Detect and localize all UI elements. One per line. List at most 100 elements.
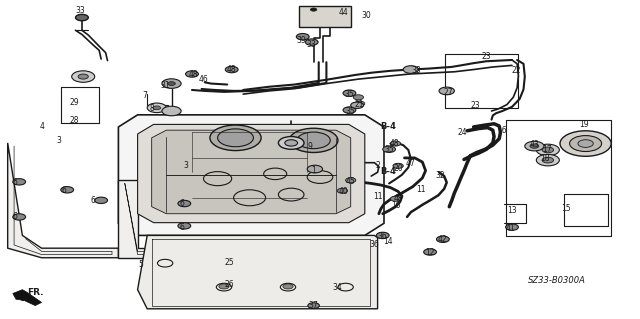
Text: 28: 28 <box>70 116 79 125</box>
Circle shape <box>578 140 593 147</box>
Circle shape <box>13 214 26 220</box>
Circle shape <box>351 102 364 108</box>
Circle shape <box>530 144 539 148</box>
Text: SZ33-B0300A: SZ33-B0300A <box>528 276 586 285</box>
Text: 25: 25 <box>224 258 234 267</box>
Text: 11: 11 <box>417 185 426 194</box>
Text: 39: 39 <box>296 36 307 45</box>
Circle shape <box>76 14 88 21</box>
Circle shape <box>525 141 544 151</box>
Text: 6: 6 <box>61 186 67 195</box>
Text: 17: 17 <box>542 145 552 154</box>
Text: 48: 48 <box>227 65 237 74</box>
Text: 48: 48 <box>188 70 198 78</box>
Circle shape <box>305 39 318 45</box>
Text: 6: 6 <box>12 212 17 221</box>
Text: 13: 13 <box>507 206 517 215</box>
Circle shape <box>542 147 554 153</box>
Text: 19: 19 <box>579 120 589 129</box>
Circle shape <box>283 284 293 289</box>
Circle shape <box>178 200 191 207</box>
Circle shape <box>147 103 166 113</box>
Circle shape <box>536 154 559 166</box>
Circle shape <box>343 107 356 113</box>
Text: 11: 11 <box>373 192 382 201</box>
Text: B-4: B-4 <box>381 122 396 130</box>
Circle shape <box>225 66 238 73</box>
Text: 3: 3 <box>56 136 61 145</box>
Circle shape <box>390 141 401 146</box>
Text: 6: 6 <box>180 223 185 232</box>
Circle shape <box>424 249 436 255</box>
Circle shape <box>536 144 559 156</box>
Circle shape <box>153 106 161 110</box>
Text: 1: 1 <box>311 166 316 175</box>
Circle shape <box>178 223 191 229</box>
Circle shape <box>337 188 348 193</box>
Circle shape <box>72 71 95 82</box>
Circle shape <box>218 129 253 147</box>
Circle shape <box>95 197 108 204</box>
Circle shape <box>542 157 554 163</box>
Circle shape <box>186 71 198 77</box>
Text: 35: 35 <box>344 90 355 99</box>
Circle shape <box>219 284 229 289</box>
Circle shape <box>343 90 356 96</box>
Text: 45: 45 <box>346 177 356 186</box>
Text: 38: 38 <box>411 66 421 75</box>
Text: 22: 22 <box>512 66 521 75</box>
Circle shape <box>307 165 323 173</box>
Text: 7: 7 <box>142 91 147 100</box>
Text: B-4: B-4 <box>381 167 396 176</box>
Text: 30: 30 <box>361 11 371 20</box>
Text: 40: 40 <box>338 187 348 196</box>
Text: 35: 35 <box>385 145 395 154</box>
Circle shape <box>310 8 317 11</box>
Text: 9: 9 <box>308 142 313 151</box>
Text: 3: 3 <box>183 161 188 170</box>
Text: 36: 36 <box>369 240 380 249</box>
Circle shape <box>78 74 88 79</box>
Text: 23: 23 <box>481 52 492 61</box>
Text: 23: 23 <box>470 101 480 110</box>
Polygon shape <box>8 143 118 258</box>
Polygon shape <box>118 180 198 258</box>
Text: 26: 26 <box>224 280 234 289</box>
Text: 14: 14 <box>383 237 394 246</box>
Text: 6: 6 <box>180 199 185 208</box>
Circle shape <box>162 79 181 88</box>
Circle shape <box>506 224 518 230</box>
Text: 12: 12 <box>426 248 435 257</box>
Circle shape <box>278 137 304 149</box>
Text: 35: 35 <box>346 107 356 115</box>
Text: 33: 33 <box>307 40 317 49</box>
Text: 10: 10 <box>390 201 401 210</box>
Circle shape <box>308 303 319 308</box>
Text: 27: 27 <box>443 88 453 97</box>
Circle shape <box>168 82 175 85</box>
Polygon shape <box>138 124 365 223</box>
Text: 33: 33 <box>75 6 85 15</box>
Text: 18: 18 <box>540 154 549 163</box>
Circle shape <box>210 125 261 151</box>
Text: 34: 34 <box>332 283 342 292</box>
Text: FR.: FR. <box>27 288 44 297</box>
Circle shape <box>560 131 611 156</box>
Text: 48: 48 <box>390 139 400 148</box>
Text: 6: 6 <box>90 197 95 205</box>
Circle shape <box>297 132 330 149</box>
Text: 20: 20 <box>393 164 403 173</box>
Text: 15: 15 <box>561 204 572 213</box>
Circle shape <box>61 187 74 193</box>
Text: 48: 48 <box>393 194 403 203</box>
Text: 47: 47 <box>405 159 415 168</box>
Polygon shape <box>13 290 42 306</box>
Circle shape <box>436 236 449 242</box>
Text: 29: 29 <box>69 98 79 107</box>
Text: 41: 41 <box>505 224 515 233</box>
Text: 37: 37 <box>308 301 319 310</box>
Circle shape <box>393 163 403 168</box>
Text: 6: 6 <box>12 178 17 187</box>
Circle shape <box>570 136 602 152</box>
Text: 21: 21 <box>355 100 364 109</box>
